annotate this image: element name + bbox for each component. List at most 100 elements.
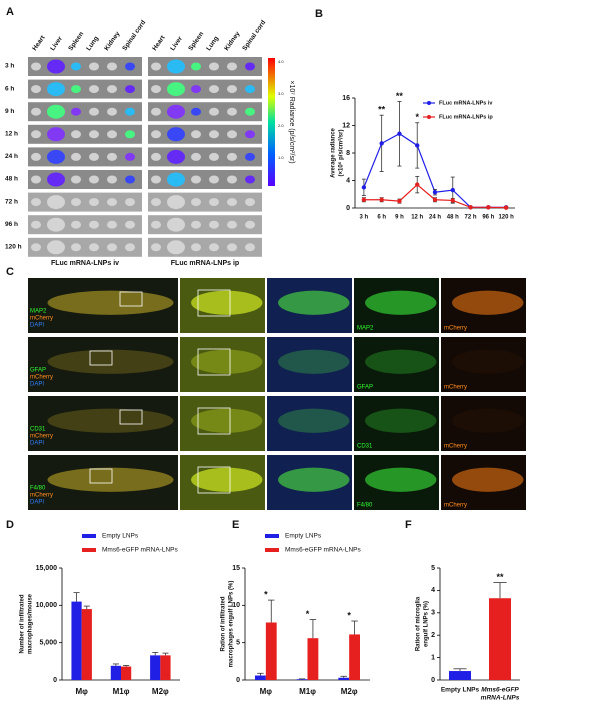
x-tick-label: M2φ [152,687,169,696]
organ [125,130,135,139]
organ-label: Heart [31,34,47,52]
organ-label: Heart [151,34,167,52]
organ [31,220,41,229]
signal [452,467,524,492]
panel-label: C [6,266,14,278]
significance: * [264,589,268,599]
point [379,197,384,202]
ivis-image [148,57,262,76]
organ-label: Liver [49,35,64,52]
organ [227,152,237,161]
legend-label: Empty LNPs [102,533,139,540]
point [468,205,473,210]
y-axis-label: Ration of microglia [416,596,422,651]
organ [47,127,65,142]
x-tick-label: 12 h [411,215,423,221]
stain-label: GFAP [30,368,46,374]
organ [167,149,185,164]
y-tick-label: 15 [232,565,240,572]
organ [89,107,99,116]
organ [227,220,237,229]
organ [227,62,237,71]
roi-box [197,466,231,494]
colorbar-tick: 1.0 [278,155,284,160]
legend-label: Empty LNPs [285,533,322,540]
point [486,205,491,210]
organ [227,243,237,252]
panel-label: F [405,519,412,531]
stain-label: DAPI [30,500,44,506]
y-axis-label: macrophages/mouse [28,593,34,654]
organ [151,220,161,229]
legend-swatch [427,101,431,105]
bar [296,679,308,680]
organ [209,243,219,252]
series-line [363,133,507,208]
x-tick-label: M1φ [113,687,130,696]
roi-box [197,348,231,376]
signal [47,467,174,492]
panel-label: D [6,519,14,531]
ivis-image [28,237,142,257]
organ [89,85,99,94]
organ [209,107,219,116]
y-tick-label: 0 [431,677,435,684]
timepoint-label: 9 h [5,108,14,115]
y-tick-label: 8 [346,150,350,157]
x-tick-label: 6 h [377,215,386,221]
stain-label: DAPI [30,382,44,388]
organ [107,220,117,229]
organ [31,107,41,116]
bar [255,675,266,680]
micrograph [267,337,352,392]
organ [125,220,135,229]
organ [47,82,65,97]
y-tick-label: 10,000 [36,602,58,609]
timepoint-label: 48 h [5,176,18,183]
signal [47,290,174,315]
organ [107,243,117,252]
significance: * [306,609,310,619]
point [503,205,509,210]
signal [47,408,174,433]
organ [31,152,41,161]
micrograph [441,396,526,451]
organ [47,149,65,164]
organ [209,175,219,184]
stain-label: mCherry [444,444,467,450]
roi-box [119,291,143,307]
organ [167,195,185,210]
organ [167,82,185,97]
organ [151,152,161,161]
organ [89,220,99,229]
bar [489,598,511,680]
bar [349,634,360,680]
ivis-image [148,170,262,189]
x-tick-label: 96 h [482,215,494,221]
organ [107,175,117,184]
roi-box [89,468,113,484]
stain-label: MAP2 [30,309,47,315]
organ [209,198,219,207]
ivis-image [28,57,142,76]
organ [125,243,135,252]
organ [89,62,99,71]
y-tick-label: 5 [236,640,240,647]
organ [245,220,255,229]
organ [227,175,237,184]
organ [151,243,161,252]
x-tick-label: 3 h [360,215,369,221]
y-tick-label: 5 [431,565,435,572]
organ [151,107,161,116]
organ [151,198,161,207]
organ [31,130,41,139]
organ [89,243,99,252]
ivis-image [148,192,262,212]
significance: * [415,112,419,122]
organ-label: Spleen [187,31,205,52]
x-tick-label: M2φ [341,687,358,696]
organ [245,85,255,94]
x-tick-label: Mφ [260,687,273,696]
organ [47,59,65,74]
